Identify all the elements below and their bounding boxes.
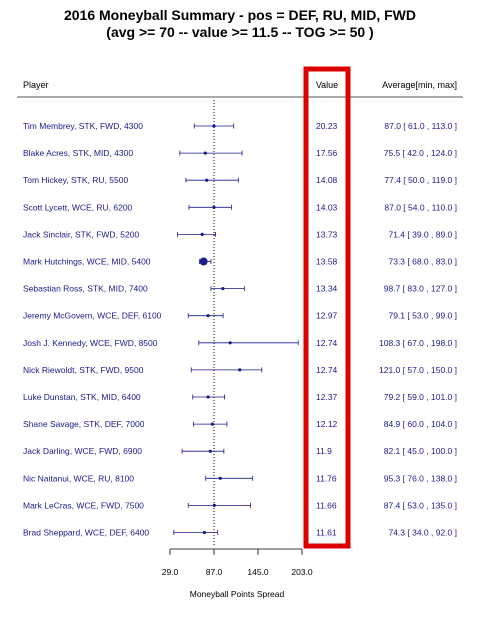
average-point xyxy=(203,151,207,155)
player-label: Jack Sinclair, STK, FWD, 5200 xyxy=(23,229,139,239)
average-point xyxy=(238,368,242,372)
table-row: Sebastian Ross, STK, MID, 7400 13.34 98.7 … xyxy=(23,284,457,294)
value-label: 13.34 xyxy=(316,284,338,294)
average-point xyxy=(200,232,204,236)
average-point xyxy=(228,341,232,345)
value-label: 11.66 xyxy=(316,500,337,510)
table-row: Mark Hutchings, WCE, MID, 5400 13.58 73.3 … xyxy=(23,257,457,267)
value-label: 12.97 xyxy=(316,311,338,321)
range-label: 87.4 [ 53.0 , 135.0 ] xyxy=(384,500,457,510)
table-row: Jack Sinclair, STK, FWD, 5200 13.73 71.4 [… xyxy=(23,229,457,239)
average-point xyxy=(218,476,222,480)
average-point xyxy=(212,124,216,128)
value-label: 12.74 xyxy=(316,365,338,375)
table-row: Luke Dunstan, STK, MID, 6400 12.37 79.2 [ … xyxy=(23,392,457,402)
player-label: Nick Riewoldt, STK, FWD, 9500 xyxy=(23,365,144,375)
value-label: 12.12 xyxy=(316,419,338,429)
x-axis: 29.0 87.0 145.0 203.0 xyxy=(162,548,313,577)
table-row: Nic Naitanui, WCE, RU, 8100 11.76 95.3 [ 7… xyxy=(23,473,457,483)
column-header-value: Value xyxy=(316,80,338,90)
x-tick-label: 145.0 xyxy=(247,567,269,577)
table-row: Shane Savage, STK, DEF, 7000 12.12 84.9 [ … xyxy=(23,419,457,429)
player-label: Scott Lycett, WCE, RU, 6200 xyxy=(23,202,133,212)
value-label: 11.9 xyxy=(316,446,332,456)
value-label: 20.23 xyxy=(316,121,338,131)
x-axis-label: Moneyball Points Spread xyxy=(190,589,285,599)
range-label: 98.7 [ 83.0 , 127.0 ] xyxy=(384,284,457,294)
table-row: Blake Acres, STK, MID, 4300 17.56 75.5 [ 4… xyxy=(23,148,457,158)
player-label: Brad Sheppard, WCE, DEF, 6400 xyxy=(23,528,149,538)
value-label: 11.76 xyxy=(316,473,337,483)
value-label: 11.61 xyxy=(316,528,337,538)
table-row: Mark LeCras, WCE, FWD, 7500 11.66 87.4 [ 5… xyxy=(23,500,457,510)
range-label: 84.9 [ 60.0 , 104.0 ] xyxy=(384,419,457,429)
range-label: 73.3 [ 68.0 , 83.0 ] xyxy=(388,257,457,267)
average-point xyxy=(206,395,210,399)
range-label: 71.4 [ 39.0 , 89.0 ] xyxy=(388,229,457,239)
average-point xyxy=(212,503,216,507)
value-label: 12.74 xyxy=(316,338,338,348)
value-label: 14.03 xyxy=(316,202,338,212)
range-label: 87.0 [ 54.0 , 110.0 ] xyxy=(384,202,457,212)
average-point xyxy=(221,287,225,291)
range-label: 108.3 [ 67.0 , 198.0 ] xyxy=(379,338,457,348)
player-label: Jack Darling, WCE, FWD, 6900 xyxy=(23,446,142,456)
player-label: Nic Naitanui, WCE, RU, 8100 xyxy=(23,473,134,483)
value-label: 17.56 xyxy=(316,148,338,158)
table-row: Tom Hickey, STK, RU, 5500 14.08 77.4 [ 50.… xyxy=(23,175,457,185)
range-label: 77.4 [ 50.0 , 119.0 ] xyxy=(384,175,457,185)
average-point xyxy=(208,449,212,453)
rows-layer: Tim Membrey, STK, FWD, 4300 20.23 87.0 [ 6… xyxy=(23,100,457,546)
column-header-range: Average[min, max] xyxy=(382,80,457,90)
chart-title-line2: (avg >= 70 -- value >= 11.5 -- TOG >= 50… xyxy=(106,24,373,40)
table-row: Josh J. Kennedy, WCE, FWD, 8500 12.74 108.… xyxy=(23,338,457,348)
average-point xyxy=(205,178,209,182)
range-label: 82.1 [ 45.0 , 100.0 ] xyxy=(384,446,457,456)
table-row: Jeremy McGovern, WCE, DEF, 6100 12.97 79.1… xyxy=(23,311,457,321)
table-row: Nick Riewoldt, STK, FWD, 9500 12.74 121.0 … xyxy=(23,365,457,375)
value-label: 13.58 xyxy=(316,257,338,267)
average-point xyxy=(202,530,206,535)
player-label: Luke Dunstan, STK, MID, 6400 xyxy=(23,392,141,402)
player-label: Blake Acres, STK, MID, 4300 xyxy=(23,148,133,158)
average-point xyxy=(212,205,216,209)
player-label: Mark Hutchings, WCE, MID, 5400 xyxy=(23,257,151,267)
table-row: Scott Lycett, WCE, RU, 6200 14.03 87.0 [ 5… xyxy=(23,202,457,212)
value-column-highlight xyxy=(303,66,351,549)
player-label: Sebastian Ross, STK, MID, 7400 xyxy=(23,284,148,294)
range-label: 95.3 [ 76.0 , 138.0 ] xyxy=(384,473,457,483)
average-point xyxy=(199,257,208,266)
value-label: 12.37 xyxy=(316,392,338,402)
x-tick-label: 203.0 xyxy=(291,567,313,577)
player-label: Tim Membrey, STK, FWD, 4300 xyxy=(23,121,143,131)
value-label: 13.73 xyxy=(316,229,338,239)
player-label: Josh J. Kennedy, WCE, FWD, 8500 xyxy=(23,338,158,348)
table-row: Jack Darling, WCE, FWD, 6900 11.9 82.1 [ 4… xyxy=(23,446,457,456)
column-header-player: Player xyxy=(23,80,49,90)
table-row: Tim Membrey, STK, FWD, 4300 20.23 87.0 [ 6… xyxy=(23,121,457,131)
player-label: Mark LeCras, WCE, FWD, 7500 xyxy=(23,500,144,510)
x-tick-label: 87.0 xyxy=(206,567,223,577)
range-label: 74.3 [ 34.0 , 92.0 ] xyxy=(388,528,457,538)
player-label: Jeremy McGovern, WCE, DEF, 6100 xyxy=(23,311,162,321)
range-label: 79.1 [ 53.0 , 99.0 ] xyxy=(388,311,457,321)
player-label: Shane Savage, STK, DEF, 7000 xyxy=(23,419,145,429)
range-label: 79.2 [ 59.0 , 101.0 ] xyxy=(384,392,457,402)
range-label: 121.0 [ 57.0 , 150.0 ] xyxy=(379,365,457,375)
table-row: Brad Sheppard, WCE, DEF, 6400 11.61 74.3 [… xyxy=(23,528,457,538)
player-label: Tom Hickey, STK, RU, 5500 xyxy=(23,175,128,185)
average-point xyxy=(206,314,210,318)
range-label: 75.5 [ 42.0 , 124.0 ] xyxy=(384,148,457,158)
x-tick-label: 29.0 xyxy=(162,567,179,577)
value-label: 14.08 xyxy=(316,175,338,185)
chart-title-line1: 2016 Moneyball Summary - pos = DEF, RU, … xyxy=(64,7,416,23)
average-point xyxy=(210,422,215,426)
range-label: 87.0 [ 61.0 , 113.0 ] xyxy=(384,121,457,131)
